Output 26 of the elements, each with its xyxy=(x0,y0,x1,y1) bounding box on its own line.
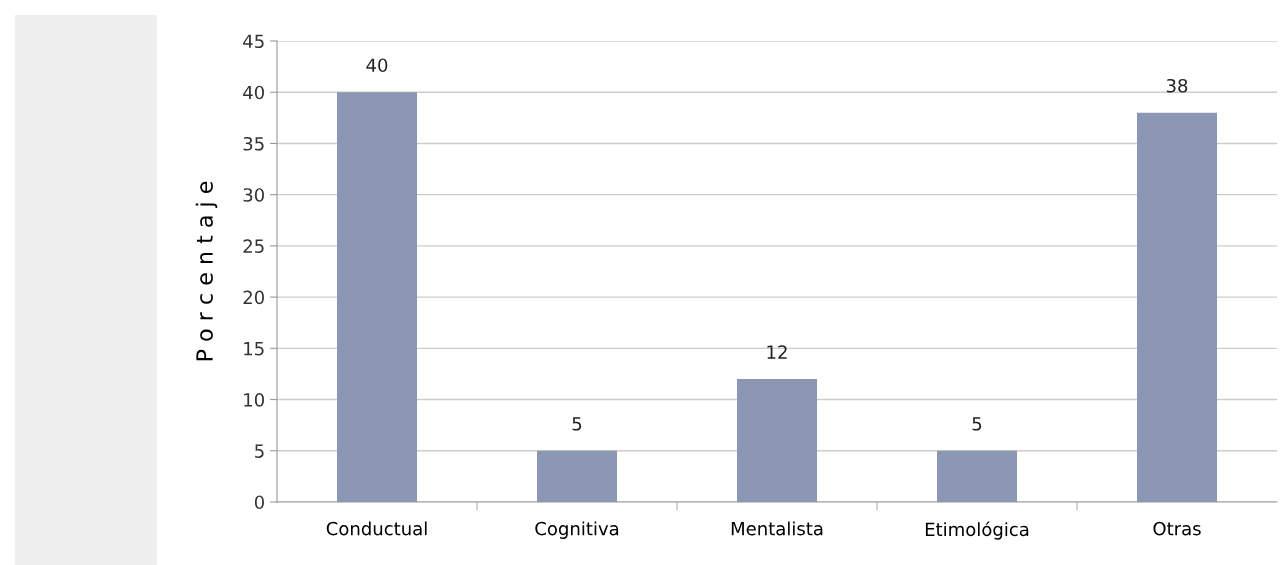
y-tick-label: 0 xyxy=(254,495,264,510)
y-tick-label: 40 xyxy=(243,85,264,100)
bar xyxy=(737,379,817,502)
x-tick-label: Conductual xyxy=(326,521,427,536)
data-label: 5 xyxy=(572,417,582,431)
x-tick-label: Cognitiva xyxy=(535,521,619,539)
bar xyxy=(337,92,417,502)
y-tick-label: 30 xyxy=(243,188,264,202)
data-label: 12 xyxy=(767,345,787,359)
x-tick-label: Mentalista xyxy=(731,521,823,536)
y-tick-label: 20 xyxy=(243,290,264,305)
data-label: 38 xyxy=(1166,78,1188,93)
y-tick-label: 10 xyxy=(244,393,264,407)
y-tick-label: 15 xyxy=(244,342,264,356)
y-tick-label: 45 xyxy=(243,34,264,49)
y-tick-label: 25 xyxy=(243,239,264,254)
x-tick-label: Otras xyxy=(1153,521,1201,536)
bar xyxy=(537,450,617,502)
data-label: 5 xyxy=(972,417,982,431)
bar xyxy=(937,450,1017,502)
y-tick-label: 5 xyxy=(255,444,264,458)
y-tick-label: 35 xyxy=(243,136,264,151)
bar xyxy=(1137,112,1217,502)
x-tick-label: Etimológica xyxy=(925,521,1029,540)
data-label: 40 xyxy=(366,58,388,73)
y-axis-title: P o r c e n t a j e xyxy=(195,181,218,361)
